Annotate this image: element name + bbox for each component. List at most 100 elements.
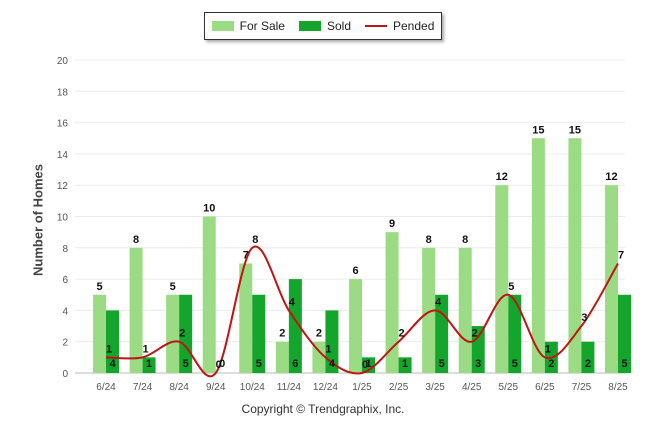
- for-sale-data-label: 12: [605, 171, 617, 183]
- sold-data-label: 1: [402, 358, 408, 370]
- bar-for-sale: [239, 263, 253, 373]
- bar-sold: [179, 294, 193, 373]
- sold-data-label: 5: [183, 358, 189, 370]
- pended-swatch: [365, 25, 387, 27]
- y-tick-label: 18: [57, 87, 69, 98]
- for-sale-data-label: 15: [569, 124, 581, 136]
- for-sale-data-label: 5: [170, 281, 176, 293]
- bar-sold: [471, 326, 485, 373]
- pended-data-label: 4: [435, 296, 442, 308]
- pended-data-label: 0: [362, 359, 368, 371]
- x-tick-label: 6/24: [96, 382, 116, 393]
- for-sale-data-label: 12: [496, 171, 508, 183]
- bar-sold: [252, 294, 266, 373]
- y-tick-label: 8: [62, 244, 68, 255]
- y-tick-label: 16: [57, 119, 69, 130]
- bar-for-sale: [93, 294, 106, 373]
- bar-for-sale: [422, 247, 436, 373]
- sold-data-label: 1: [365, 358, 371, 370]
- x-tick-label: 10/24: [240, 382, 265, 393]
- sold-data-label: 0: [219, 358, 225, 370]
- bar-for-sale: [349, 279, 362, 373]
- pended-data-label: 3: [581, 312, 587, 324]
- bar-sold: [288, 279, 302, 373]
- legend-item-for-sale[interactable]: For Sale: [211, 19, 285, 33]
- x-tick-label: 12/24: [313, 382, 338, 393]
- bar-sold: [508, 294, 522, 373]
- legend: For Sale Sold Pended: [204, 12, 442, 40]
- y-tick-label: 6: [62, 275, 68, 286]
- y-tick-label: 2: [62, 338, 68, 349]
- pended-data-label: 2: [472, 328, 478, 340]
- pended-data-label: 2: [179, 328, 185, 340]
- bar-for-sale: [202, 216, 216, 373]
- sold-data-label: 5: [439, 358, 445, 370]
- bar-for-sale: [312, 341, 326, 373]
- sold-data-label: 1: [146, 358, 152, 370]
- pended-data-label: 4: [289, 296, 296, 308]
- pended-data-label: 1: [545, 343, 551, 355]
- legend-label-pended: Pended: [393, 19, 435, 33]
- for-sale-data-label: 7: [243, 249, 249, 261]
- sold-data-label: 2: [548, 358, 554, 370]
- pended-data-label: 2: [399, 328, 405, 340]
- sold-data-label: 4: [329, 358, 336, 370]
- legend-label-for-sale: For Sale: [239, 19, 285, 33]
- legend-item-sold[interactable]: Sold: [298, 19, 351, 33]
- x-tick-label: 9/24: [206, 382, 226, 393]
- sold-data-label: 6: [292, 358, 298, 370]
- legend-label-sold: Sold: [326, 19, 351, 33]
- for-sale-data-label: 15: [532, 124, 544, 136]
- for-sale-data-label: 5: [96, 281, 102, 293]
- pended-data-label: 8: [252, 234, 258, 246]
- x-tick-label: 8/24: [169, 382, 189, 393]
- for-sale-data-label: 6: [352, 265, 358, 277]
- for-sale-data-label: 8: [462, 234, 468, 246]
- pended-data-label: 7: [618, 249, 624, 261]
- bar-sold: [142, 357, 156, 373]
- x-tick-label: 7/24: [133, 382, 153, 393]
- x-tick-label: 11/24: [277, 382, 302, 393]
- bar-sold: [435, 294, 449, 373]
- pended-data-label: 0: [216, 359, 222, 371]
- sold-data-label: 4: [109, 358, 116, 370]
- bar-for-sale: [531, 138, 545, 373]
- x-tick-label: 1/25: [352, 382, 372, 393]
- legend-item-pended[interactable]: Pended: [365, 19, 434, 33]
- y-tick-label: 14: [57, 150, 69, 161]
- sold-data-label: 5: [256, 358, 262, 370]
- bar-for-sale: [129, 247, 143, 373]
- for-sale-data-label: 2: [279, 328, 285, 340]
- pended-data-label: 5: [508, 281, 514, 293]
- y-tick-label: 4: [62, 306, 68, 317]
- for-sale-data-label: 8: [426, 234, 432, 246]
- bar-for-sale: [568, 138, 582, 373]
- copyright: Copyright © Trendgraphix, Inc.: [241, 402, 405, 416]
- bar-for-sale: [605, 185, 618, 373]
- x-tick-label: 8/25: [608, 382, 628, 393]
- y-tick-label: 10: [57, 213, 69, 224]
- x-tick-label: 6/25: [535, 382, 555, 393]
- y-tick-label: 12: [57, 181, 69, 192]
- bar-sold: [581, 341, 595, 373]
- bar-sold: [398, 357, 412, 373]
- for-sale-data-label: 10: [203, 203, 215, 215]
- for-sale-data-label: 2: [316, 328, 322, 340]
- pended-data-label: 1: [143, 343, 149, 355]
- for-sale-data-label: 8: [133, 234, 139, 246]
- sold-swatch: [298, 21, 321, 31]
- bar-sold: [325, 310, 339, 373]
- pended-data-label: 1: [106, 343, 112, 355]
- y-tick-label: 0: [62, 369, 68, 380]
- x-tick-label: 5/25: [499, 382, 519, 393]
- x-tick-label: 7/25: [572, 382, 592, 393]
- sold-data-label: 5: [512, 358, 518, 370]
- bar-sold: [618, 294, 631, 373]
- bar-for-sale: [166, 294, 180, 373]
- for-sale-swatch: [211, 21, 234, 31]
- x-tick-label: 4/25: [462, 382, 482, 393]
- bar-for-sale: [275, 341, 289, 373]
- for-sale-data-label: 9: [389, 218, 395, 230]
